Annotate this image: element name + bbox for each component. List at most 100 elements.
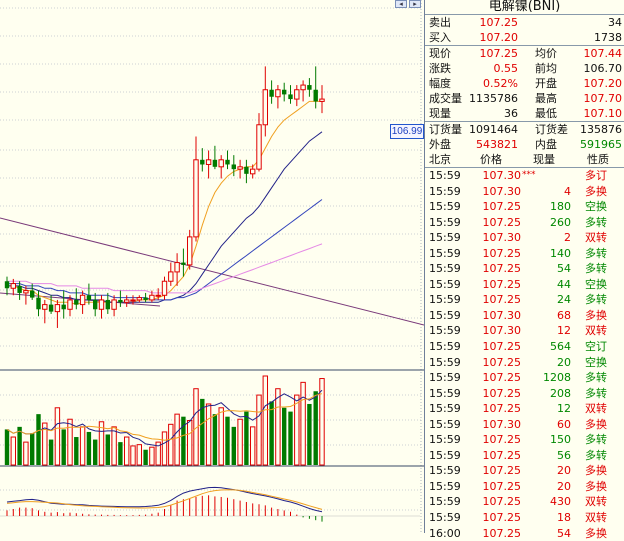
tick-nature: 多换 xyxy=(585,417,607,431)
tick-volume: 1208 xyxy=(543,371,571,385)
ticks-header: 北京 价格 现量 性质 xyxy=(425,152,624,168)
volume-bar xyxy=(187,420,193,466)
quote-value: 1738 xyxy=(594,31,622,44)
ticks-header-price: 价格 xyxy=(480,153,502,166)
scroll-left-button[interactable]: ◂ xyxy=(395,0,407,8)
tick-price: 107.25 xyxy=(482,340,522,354)
scroll-right-button[interactable]: ▸ xyxy=(409,0,421,8)
volume-bar xyxy=(313,391,318,465)
volume-bar xyxy=(74,437,79,465)
quote-value: 107.25 xyxy=(479,47,519,60)
candle-body xyxy=(136,297,143,301)
volume-bar xyxy=(168,423,174,466)
tick-nature: 空订 xyxy=(585,340,607,354)
tick-time: 15:59 xyxy=(429,417,461,431)
candle-body xyxy=(294,89,300,100)
tick-time: 15:59 xyxy=(429,371,461,385)
tick-price: 107.30 xyxy=(482,324,522,338)
volume-bar xyxy=(269,401,274,465)
tick-row: 15:59 107.30 60 多换 xyxy=(425,417,624,433)
candle-body xyxy=(231,164,236,170)
tick-nature: 多转 xyxy=(585,371,607,385)
candle-body xyxy=(212,159,218,167)
tick-volume: 20 xyxy=(557,479,571,493)
tick-row: 15:59 107.25 208 多转 xyxy=(425,386,624,402)
volume-bar xyxy=(307,403,312,465)
quote-label: 订货差 xyxy=(535,123,568,136)
tick-row: 15:59 107.25 44 空换 xyxy=(425,277,624,293)
tick-volume: 56 xyxy=(557,448,571,462)
tick-time: 15:59 xyxy=(429,262,461,276)
tick-price: 107.30 xyxy=(482,308,522,322)
tick-row: 15:59 107.30 12 双转 xyxy=(425,323,624,339)
volume-bar xyxy=(54,407,61,466)
tick-row: 15:59 107.25 20 多换 xyxy=(425,479,624,495)
quote-label: 成交量 xyxy=(429,92,462,105)
candle-body xyxy=(42,304,48,310)
volume-bar xyxy=(30,433,35,465)
volume-bar xyxy=(61,429,66,465)
candle-body xyxy=(262,89,269,126)
volume-bar xyxy=(155,441,161,466)
quote-row: 成交量 1135786 最高 107.70 xyxy=(425,91,624,106)
tick-price: 107.25 xyxy=(482,355,522,369)
tick-price: 107.25 xyxy=(482,479,522,493)
volume-bar xyxy=(262,375,269,466)
candle-body xyxy=(48,304,54,312)
candle-body xyxy=(275,89,281,98)
candle-body xyxy=(174,262,180,273)
tick-flag: *** xyxy=(522,170,536,180)
quote-value: 0.55 xyxy=(493,62,519,75)
quote-value: 107.44 xyxy=(583,47,623,60)
volume-average-line xyxy=(6,389,323,447)
candle-body xyxy=(98,299,105,310)
tick-price: 107.25 xyxy=(482,402,522,416)
tick-time: 15:59 xyxy=(429,169,461,182)
tick-nature: 多换 xyxy=(585,308,607,322)
tick-time: 15:59 xyxy=(429,355,461,369)
tick-volume: 68 xyxy=(557,308,571,322)
quote-value: 36 xyxy=(504,107,518,120)
moving-average-line xyxy=(7,100,322,306)
quote-label: 涨跌 xyxy=(429,62,451,75)
candle-body xyxy=(300,84,306,91)
tick-row: 15:59 107.25 430 双转 xyxy=(425,494,624,510)
tick-volume: 260 xyxy=(550,215,571,229)
volume-bar xyxy=(143,449,148,465)
tick-time: 15:59 xyxy=(429,324,461,338)
tick-price: 107.25 xyxy=(482,200,522,214)
quote-label: 幅度 xyxy=(429,77,451,90)
candle-body xyxy=(313,89,318,102)
volume-bar xyxy=(218,407,224,466)
quote-value: 135876 xyxy=(580,123,622,136)
quote-row: 现价 107.25 均价 107.44 xyxy=(425,46,624,61)
tick-nature: 多转 xyxy=(585,386,607,400)
quote-panel: 电解镍(BNI) 卖出 107.25 34 买入 107.20 1738 现价 107.25 均… xyxy=(424,0,624,540)
candle-body xyxy=(23,290,29,294)
candle-body xyxy=(200,159,205,165)
candle-body xyxy=(67,299,73,310)
tick-price: 107.25 xyxy=(482,262,522,276)
volume-bar xyxy=(23,441,29,466)
volume-bar xyxy=(105,434,110,465)
tick-price: 107.25 xyxy=(482,246,522,260)
tick-price: 107.25 xyxy=(482,293,522,307)
tick-row: 15:59 107.25 12 双转 xyxy=(425,401,624,417)
ticks-list[interactable]: 15:59 107.30 *** 多订 15:59 107.30 4 多换 15:59 107.2… xyxy=(425,168,624,541)
candle-body xyxy=(187,236,193,266)
volume-bar xyxy=(288,411,293,465)
tick-nature: 多转 xyxy=(585,293,607,307)
tick-price: 107.30 xyxy=(482,184,522,198)
quote-row: 买入 107.20 1738 xyxy=(425,30,624,46)
tick-volume: 430 xyxy=(550,495,571,509)
tick-nature: 双转 xyxy=(585,511,607,525)
kline-chart-area[interactable]: ◂ ▸ 106.99 xyxy=(0,0,424,533)
candle-body xyxy=(93,299,98,310)
candle-body xyxy=(307,85,312,90)
tick-volume: 24 xyxy=(557,293,571,307)
tick-row: 15:59 107.30 2 双转 xyxy=(425,230,624,246)
quote-label: 现价 xyxy=(429,47,451,60)
tick-row: 15:59 107.25 54 多转 xyxy=(425,261,624,277)
tick-volume: 20 xyxy=(557,464,571,478)
candle-body xyxy=(193,159,199,238)
